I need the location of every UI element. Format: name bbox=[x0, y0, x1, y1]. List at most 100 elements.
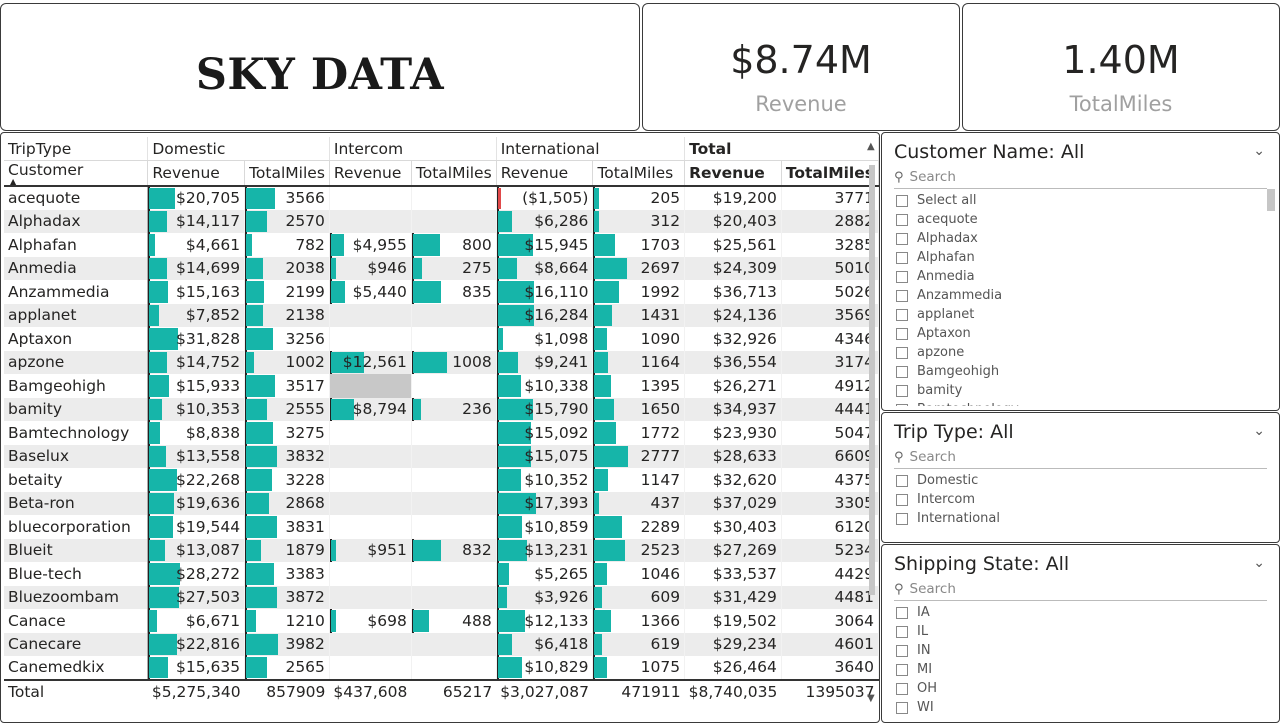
slicer-option[interactable]: OH bbox=[896, 679, 1263, 698]
checkbox[interactable] bbox=[896, 644, 908, 657]
checkbox[interactable] bbox=[896, 194, 908, 207]
checkbox[interactable] bbox=[896, 232, 908, 245]
slicer-option[interactable]: Bamgeohigh bbox=[896, 362, 1263, 381]
table-row[interactable]: Anzammedia $15,163 2199 $5,440 835 $16,110 199… bbox=[4, 280, 879, 304]
customer-cell[interactable]: Anmedia bbox=[4, 256, 149, 280]
table-row[interactable]: Aptaxon $31,828 3256 $1,098 1090 $32,926 4346 bbox=[4, 327, 879, 351]
customer-cell[interactable]: Anzammedia bbox=[4, 280, 149, 304]
table-row[interactable]: Bamtechnology $8,838 3275 $15,092 1772 $23,93… bbox=[4, 421, 879, 445]
slicer-option[interactable]: Aptaxon bbox=[896, 324, 1263, 343]
chevron-down-icon[interactable]: ⌄ bbox=[1253, 143, 1265, 159]
table-row[interactable]: betaity $22,268 3228 $10,352 1147 $32,620 4375 bbox=[4, 468, 879, 492]
table-row[interactable]: acequote $20,705 3566 ($1,505) 205 $19,200 377… bbox=[4, 186, 879, 210]
matrix-visual[interactable]: TripType Domestic Intercom International… bbox=[0, 132, 880, 723]
total-header[interactable]: Total bbox=[684, 137, 879, 161]
slicer-option[interactable]: WI bbox=[896, 698, 1263, 717]
intercom-header[interactable]: Intercom bbox=[329, 137, 497, 161]
slicer-option[interactable]: Alphadax bbox=[896, 229, 1263, 248]
table-row[interactable]: Bamgeohigh $15,933 3517 $10,338 1395 $26,271 4… bbox=[4, 374, 879, 398]
checkbox[interactable] bbox=[896, 512, 908, 525]
checkbox[interactable] bbox=[896, 289, 908, 302]
customer-cell[interactable]: applanet bbox=[4, 303, 149, 327]
table-row[interactable]: Canace $6,671 1210 $698 488 $12,133 1366 $19,50… bbox=[4, 609, 879, 633]
domestic-miles-header[interactable]: TotalMiles bbox=[244, 160, 330, 187]
customer-cell[interactable]: Alphadax bbox=[4, 209, 149, 233]
table-row[interactable]: Baselux $13,558 3832 $15,075 2777 $28,633 6609 bbox=[4, 444, 879, 468]
slicer-option[interactable]: Anmedia bbox=[896, 267, 1263, 286]
checkbox[interactable] bbox=[896, 493, 908, 506]
customer-cell[interactable]: bamity bbox=[4, 397, 149, 421]
customer-cell[interactable]: Baselux bbox=[4, 444, 149, 468]
checkbox[interactable] bbox=[896, 682, 908, 695]
customer-cell[interactable]: bluecorporation bbox=[4, 515, 149, 539]
customer-header[interactable]: Customer ▲ bbox=[4, 160, 149, 187]
state-search-input[interactable]: ⚲ Search bbox=[894, 581, 1267, 601]
checkbox[interactable] bbox=[896, 308, 908, 321]
checkbox[interactable] bbox=[896, 251, 908, 264]
customer-cell[interactable]: acequote bbox=[4, 186, 149, 210]
international-revenue-header[interactable]: Revenue bbox=[496, 160, 594, 187]
slicer-option[interactable]: IL bbox=[896, 622, 1263, 641]
table-row[interactable]: Anmedia $14,699 2038 $946 275 $8,664 2697 $24,3… bbox=[4, 256, 879, 280]
slicer-option[interactable]: Anzammedia bbox=[896, 286, 1263, 305]
table-row[interactable]: bluecorporation $19,544 3831 $10,859 2289 $30… bbox=[4, 515, 879, 539]
table-row[interactable]: Canecare $22,816 3982 $6,418 619 $29,234 4601 bbox=[4, 632, 879, 656]
chevron-down-icon[interactable]: ⌄ bbox=[1253, 423, 1265, 439]
customer-cell[interactable]: Beta-ron bbox=[4, 491, 149, 515]
slicer-option[interactable]: bamity bbox=[896, 381, 1263, 400]
checkbox[interactable] bbox=[896, 384, 908, 397]
checkbox[interactable] bbox=[896, 213, 908, 226]
slicer-option[interactable]: IN bbox=[896, 641, 1263, 660]
customer-cell[interactable]: Canace bbox=[4, 609, 149, 633]
customer-slicer[interactable]: Customer Name: All ⌄ ⚲ Search Select all a… bbox=[881, 132, 1280, 411]
customer-cell[interactable]: apzone bbox=[4, 350, 149, 374]
table-row[interactable]: bamity $10,353 2555 $8,794 236 $15,790 1650 $34… bbox=[4, 397, 879, 421]
slicer-option[interactable]: Intercom bbox=[896, 490, 1263, 509]
slicer-option[interactable]: applanet bbox=[896, 305, 1263, 324]
trip-search-input[interactable]: ⚲ Search bbox=[894, 449, 1267, 469]
table-row[interactable]: Beta-ron $19,636 2868 $17,393 437 $37,029 3305 bbox=[4, 491, 879, 515]
scroll-up-icon[interactable]: ▲ bbox=[867, 141, 875, 152]
checkbox[interactable] bbox=[896, 606, 908, 619]
slicer-option[interactable]: acequote bbox=[896, 210, 1263, 229]
table-row[interactable]: Blue-tech $28,272 3383 $5,265 1046 $33,537 442… bbox=[4, 562, 879, 586]
shipping-state-slicer[interactable]: Shipping State: All ⌄ ⚲ Search IA IL IN MI OH… bbox=[881, 544, 1280, 723]
total-revenue-header[interactable]: Revenue bbox=[684, 160, 782, 187]
checkbox[interactable] bbox=[896, 663, 908, 676]
domestic-header[interactable]: Domestic bbox=[147, 137, 330, 161]
slicer-option[interactable]: International bbox=[896, 509, 1263, 528]
slicer-option[interactable]: MI bbox=[896, 660, 1263, 679]
checkbox[interactable] bbox=[896, 365, 908, 378]
customer-cell[interactable]: Bamtechnology bbox=[4, 421, 149, 445]
customer-cell[interactable]: Bamgeohigh bbox=[4, 374, 149, 398]
customer-cell[interactable]: Canecare bbox=[4, 632, 149, 656]
customer-cell[interactable]: Blue-tech bbox=[4, 562, 149, 586]
intercom-revenue-header[interactable]: Revenue bbox=[329, 160, 412, 187]
slicer-option[interactable]: IA bbox=[896, 603, 1263, 622]
table-row[interactable]: Bluezoombam $27,503 3872 $3,926 609 $31,429 44… bbox=[4, 585, 879, 609]
customer-cell[interactable]: Aptaxon bbox=[4, 327, 149, 351]
domestic-revenue-header[interactable]: Revenue bbox=[147, 160, 246, 187]
checkbox[interactable] bbox=[896, 327, 908, 340]
checkbox[interactable] bbox=[896, 346, 908, 359]
slicer-option[interactable]: Select all bbox=[896, 191, 1263, 210]
customer-cell[interactable]: Blueit bbox=[4, 538, 149, 562]
table-row[interactable]: Canemedkix $15,635 2565 $10,829 1075 $26,464 3… bbox=[4, 656, 879, 680]
checkbox[interactable] bbox=[896, 270, 908, 283]
total-miles-header[interactable]: TotalMiles bbox=[781, 160, 879, 187]
slicer-option[interactable]: Domestic bbox=[896, 471, 1263, 490]
customer-slicer-scrollbar[interactable] bbox=[1267, 189, 1275, 211]
checkbox[interactable] bbox=[896, 403, 908, 406]
table-row[interactable]: Alphadax $14,117 2570 $6,286 312 $20,403 2882 bbox=[4, 209, 879, 233]
trip-type-slicer[interactable]: Trip Type: All ⌄ ⚲ Search Domestic Interco… bbox=[881, 412, 1280, 543]
customer-search-input[interactable]: ⚲ Search bbox=[894, 169, 1267, 189]
table-row[interactable]: apzone $14,752 1002 $12,561 1008 $9,241 1164 $3… bbox=[4, 350, 879, 374]
intercom-miles-header[interactable]: TotalMiles bbox=[411, 160, 497, 187]
customer-cell[interactable]: betaity bbox=[4, 468, 149, 492]
checkbox[interactable] bbox=[896, 701, 908, 714]
table-row[interactable]: Blueit $13,087 1879 $951 832 $13,231 2523 $27,2… bbox=[4, 538, 879, 562]
table-row[interactable]: applanet $7,852 2138 $16,284 1431 $24,136 3569 bbox=[4, 303, 879, 327]
customer-cell[interactable]: Bluezoombam bbox=[4, 585, 149, 609]
matrix-scrollbar[interactable] bbox=[869, 165, 875, 595]
international-header[interactable]: International bbox=[496, 137, 686, 161]
